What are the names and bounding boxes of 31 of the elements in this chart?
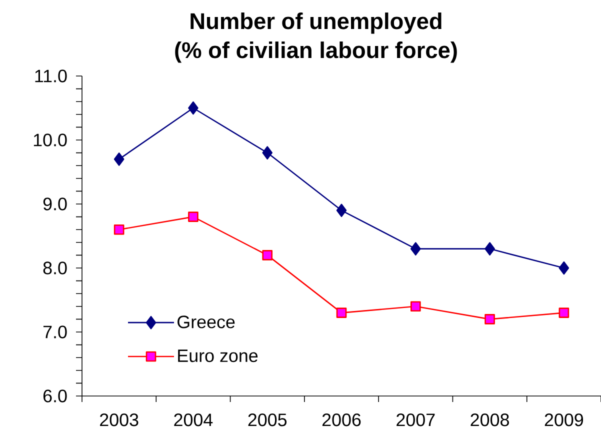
x-tick-label: 2005 <box>248 414 287 426</box>
y-tick-label: 7.0 <box>43 326 67 338</box>
x-tick-label: 2009 <box>544 414 584 426</box>
x-tick-label: 2008 <box>470 414 509 426</box>
point <box>262 146 273 160</box>
x-tick-label: 2004 <box>174 414 213 426</box>
y-tick-label: 11.0 <box>35 70 67 82</box>
point <box>558 308 570 318</box>
point <box>336 204 347 218</box>
point <box>114 152 124 166</box>
legend-label: Euro zone <box>178 350 258 362</box>
x-tick-label: 2007 <box>396 414 435 426</box>
point <box>410 242 421 256</box>
point <box>484 314 495 324</box>
point <box>410 301 421 312</box>
point <box>188 212 198 222</box>
point <box>262 250 273 260</box>
point <box>484 242 495 256</box>
y-tick-label: 10.0 <box>34 134 67 146</box>
x-tick-label: 2006 <box>322 414 361 426</box>
y-tick-label: 8.0 <box>43 262 67 274</box>
point <box>336 308 347 318</box>
point <box>188 101 198 115</box>
x-tick-label: 2003 <box>100 414 138 426</box>
y-tick-label: 6.0 <box>43 390 67 402</box>
point <box>558 261 570 275</box>
point <box>114 224 124 235</box>
legend-label: Greece <box>178 316 235 328</box>
y-tick-label: 9.0 <box>43 198 67 210</box>
chart-subtitle: (% of civilian labour force) <box>175 42 457 63</box>
chart-title: Number of unemployed <box>190 12 442 34</box>
